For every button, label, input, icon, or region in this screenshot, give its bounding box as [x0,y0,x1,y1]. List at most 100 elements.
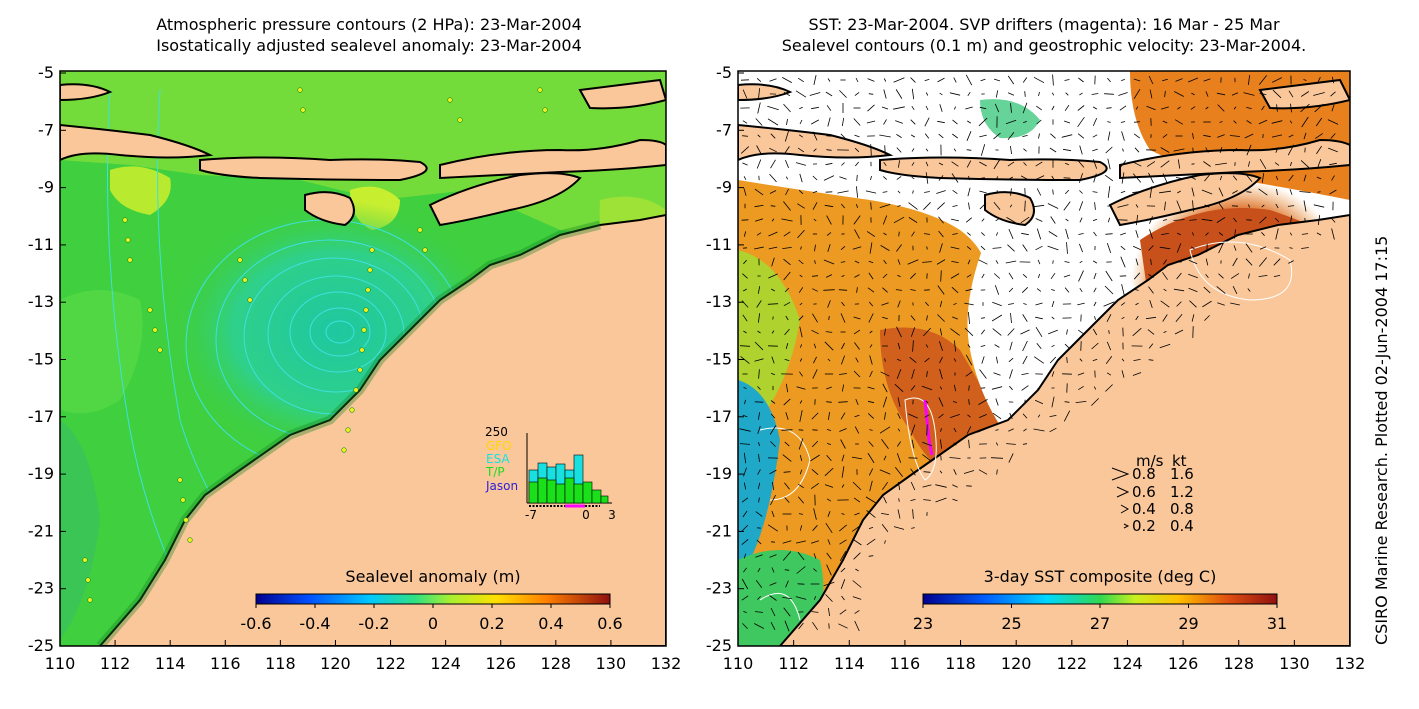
left-map [60,71,666,646]
velocity-arrow [1079,145,1083,155]
velocity-arrow [996,469,998,475]
velocity-arrow [855,77,859,83]
velocity-arrow [1205,232,1209,236]
velocity-arrow [1134,121,1140,123]
velocity-arrow [811,440,819,448]
velocity-arrow [1121,172,1125,184]
velocity-arrow [799,455,803,461]
velocity-arrow [938,413,944,419]
velocity-arrow [1148,359,1154,361]
velocity-arrow [784,569,790,571]
velocity-arrow [993,78,1001,82]
velocity-arrow [910,385,916,391]
velocity-arrow [769,78,777,82]
velocity-arrow [1023,162,1027,166]
velocity-arrow [1023,428,1027,432]
velocity-arrow [911,148,915,152]
right-map-y-tick-label: -17 [706,407,732,426]
velocity-arrow [990,457,1004,459]
velocity-arrow [1036,228,1042,240]
velocity-arrow [925,105,929,111]
left-colorbar-ticks: -0.6 -0.4 -0.2 0 0.2 0.4 0.6 [240,604,623,633]
velocity-arrow [756,232,762,236]
right-map-y-tick-label: -13 [706,292,732,311]
velocity-arrow [1079,92,1083,96]
velocity-arrow [979,134,987,138]
velocity-arrow [1132,327,1142,337]
velocity-arrow [782,540,792,544]
velocity-arrow [742,120,748,124]
velocity-arrow [1077,302,1085,306]
velocity-arrow [841,355,845,365]
velocity-arrow [1317,77,1321,83]
velocity-arrow [926,371,928,377]
right-map-colorbar-tick-label: 29 [1178,614,1198,633]
velocity-arrow [811,329,819,335]
velocity-arrow [854,426,860,434]
left-map-y-tick-label: -25 [28,636,54,655]
velocity-arrow [1191,187,1195,197]
velocity-arrow [1077,105,1085,111]
velocity-arrow [783,271,791,281]
velocity-arrow [826,215,832,225]
velocity-arrow [965,217,973,223]
velocity-arrow [1303,174,1307,182]
velocity-arrow [1289,247,1293,249]
velocity-arrow [1164,90,1166,98]
velocity-arrow [851,524,863,532]
velocity-arrow [814,596,816,600]
velocity-arrow [1035,245,1043,251]
velocity-arrow [897,413,901,419]
velocity-arrow [908,413,918,419]
velocity-arrow [893,526,905,530]
velocity-arrow [881,524,889,532]
velocity-arrow [1036,105,1042,111]
right-map-y-tick-label: -11 [706,235,732,254]
velocity-arrow [827,117,831,127]
velocity-arrow [1259,216,1267,224]
velocity-arrow [995,442,999,446]
velocity-arrow [798,622,804,630]
velocity-arrow [953,469,957,475]
velocity-arrow [1033,175,1045,181]
velocity-arrow [1064,79,1070,81]
velocity-arrow [756,78,762,82]
velocity-arrow [853,118,861,126]
velocity-arrow [1287,144,1295,156]
velocity-arrow [1160,300,1170,308]
velocity-arrow [757,469,761,475]
velocity-arrow [855,357,859,363]
velocity-arrow [866,510,876,518]
velocity-arrow [812,190,818,194]
velocity-arrow [1104,174,1114,182]
velocity-arrow [756,159,762,169]
left-map-histogram [526,433,612,508]
left-map-x-tick-label: 130 [596,654,627,673]
velocity-arrow [1164,201,1166,211]
velocity-arrow [992,328,1002,336]
velocity-arrow [813,568,817,572]
velocity-arrow [1245,243,1253,253]
velocity-arrow [755,580,763,588]
velocity-arrow [758,441,760,447]
velocity-arrow [741,595,749,601]
velocity-arrow [769,469,777,475]
velocity-arrow [1204,174,1210,182]
velocity-arrow [953,77,957,83]
velocity-arrow [1303,132,1307,140]
velocity-arrow [1050,272,1056,280]
velocity-arrow [1092,218,1098,222]
right-map-drifter-track [923,399,934,456]
velocity-arrow [980,345,986,347]
velocity-arrow [870,175,872,181]
velocity-arrow [1093,272,1097,280]
velocity-arrow [936,259,946,265]
velocity-arrow [910,134,916,138]
velocity-arrow [825,594,833,602]
velocity-arrow [910,289,916,291]
velocity-arrow [952,133,958,139]
velocity-arrow [967,187,971,197]
velocity-arrow [1314,133,1324,139]
velocity-arrow [811,468,819,476]
velocity-arrow [1022,413,1028,419]
